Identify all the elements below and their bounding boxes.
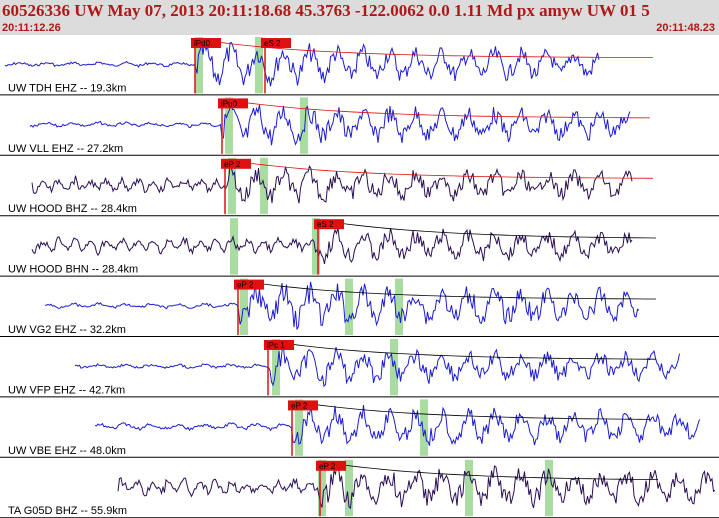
trace-row[interactable]: eP 2 UW HOOD BHZ -- 28.4km bbox=[0, 157, 719, 217]
p-pick-label: iPc 1 bbox=[267, 341, 285, 350]
event-title: 60526336 UW May 07, 2013 20:11:18.68 45.… bbox=[2, 1, 650, 20]
p-pick-label: eP 2 bbox=[319, 462, 336, 471]
event-header: 60526336 UW May 07, 2013 20:11:18.68 45.… bbox=[0, 0, 719, 35]
coda-curve bbox=[327, 462, 659, 480]
s-pick-flag[interactable] bbox=[261, 38, 291, 48]
station-label: UW VG2 EHZ -- 32.2km bbox=[8, 324, 126, 336]
start-time-label: 20:11:12.26 bbox=[2, 22, 61, 34]
end-time-label: 20:11:48.23 bbox=[656, 22, 715, 34]
trace-row[interactable]: eP 2 TA G05D BHZ -- 55.9km bbox=[0, 459, 719, 518]
time-window bbox=[300, 97, 308, 154]
s-pick-label: eS 2 bbox=[317, 220, 334, 229]
coda-curve bbox=[245, 281, 656, 300]
time-window bbox=[295, 399, 303, 456]
p-pick-flag[interactable] bbox=[316, 460, 346, 471]
trace-row[interactable]: eP 2 UW VBE EHZ -- 48.0km bbox=[0, 399, 719, 458]
trace-row[interactable]: eS 2 UW HOOD BHN -- 28.4km bbox=[0, 218, 719, 277]
time-window bbox=[345, 278, 353, 335]
station-label: UW HOOD BHZ -- 28.4km bbox=[8, 203, 137, 215]
station-label: TA G05D BHZ -- 55.9km bbox=[8, 505, 127, 517]
station-label: UW VFP EHZ -- 42.7km bbox=[8, 384, 125, 396]
trace-row[interactable]: iPc 1 UW VFP EHZ -- 42.7km bbox=[0, 339, 719, 398]
waveform-trace bbox=[31, 227, 633, 265]
p-pick-label: eP 2 bbox=[237, 281, 254, 290]
waveform-trace bbox=[31, 164, 633, 204]
coda-curve bbox=[325, 220, 657, 239]
p-pick-label: eP 2 bbox=[291, 401, 308, 410]
s-pick-label: eS 2 bbox=[264, 39, 281, 48]
coda-curve bbox=[229, 100, 651, 119]
p-pick-flag[interactable] bbox=[264, 340, 294, 350]
p-pick-label: iPu0 bbox=[221, 99, 238, 108]
time-window bbox=[240, 278, 248, 335]
p-pick-flag[interactable] bbox=[191, 38, 221, 48]
coda-curve bbox=[299, 402, 651, 420]
time-window bbox=[345, 459, 353, 517]
seismogram-panel[interactable]: iPd0 eS 2 UW TDH EHZ -- 19.3km iPu0 UW VLL E… bbox=[0, 35, 719, 518]
time-window bbox=[545, 459, 553, 517]
waveform-trace bbox=[74, 346, 680, 388]
station-label: UW HOOD BHN -- 28.4km bbox=[8, 264, 138, 276]
time-window bbox=[195, 37, 203, 94]
coda-curve bbox=[202, 39, 654, 58]
station-label: UW TDH EHZ -- 19.3km bbox=[8, 82, 126, 94]
time-window bbox=[255, 37, 263, 94]
time-window bbox=[390, 339, 398, 396]
p-pick-flag[interactable] bbox=[288, 400, 318, 411]
time-window bbox=[420, 399, 428, 456]
time-window bbox=[230, 218, 238, 275]
coda-curve bbox=[232, 160, 654, 179]
p-pick-flag[interactable] bbox=[234, 279, 264, 290]
p-pick-label: iPd0 bbox=[194, 39, 211, 48]
time-window bbox=[318, 459, 326, 517]
p-pick-label: eP 2 bbox=[224, 160, 241, 169]
station-label: UW VLL EHZ -- 27.2km bbox=[8, 143, 123, 155]
time-window bbox=[395, 278, 403, 335]
station-label: UW VBE EHZ -- 48.0km bbox=[8, 445, 126, 457]
waveform-trace bbox=[29, 101, 631, 146]
p-pick-flag[interactable] bbox=[218, 98, 248, 109]
time-window bbox=[465, 459, 473, 517]
trace-row[interactable]: eP 2 UW VG2 EHZ -- 32.2km bbox=[0, 278, 719, 337]
trace-row[interactable]: iPu0 UW VLL EHZ -- 27.2km bbox=[0, 97, 719, 156]
trace-row[interactable]: iPd0 eS 2 UW TDH EHZ -- 19.3km bbox=[0, 37, 719, 96]
time-window bbox=[225, 97, 233, 154]
coda-curve bbox=[275, 341, 656, 360]
waveform-trace bbox=[4, 42, 600, 87]
p-pick-flag[interactable] bbox=[221, 158, 251, 169]
time-window bbox=[228, 157, 236, 215]
waveform-trace bbox=[94, 405, 700, 446]
waveform-trace bbox=[44, 281, 640, 330]
s-pick-flag[interactable] bbox=[314, 219, 344, 230]
time-window bbox=[312, 218, 320, 275]
waveform-trace bbox=[117, 461, 716, 510]
